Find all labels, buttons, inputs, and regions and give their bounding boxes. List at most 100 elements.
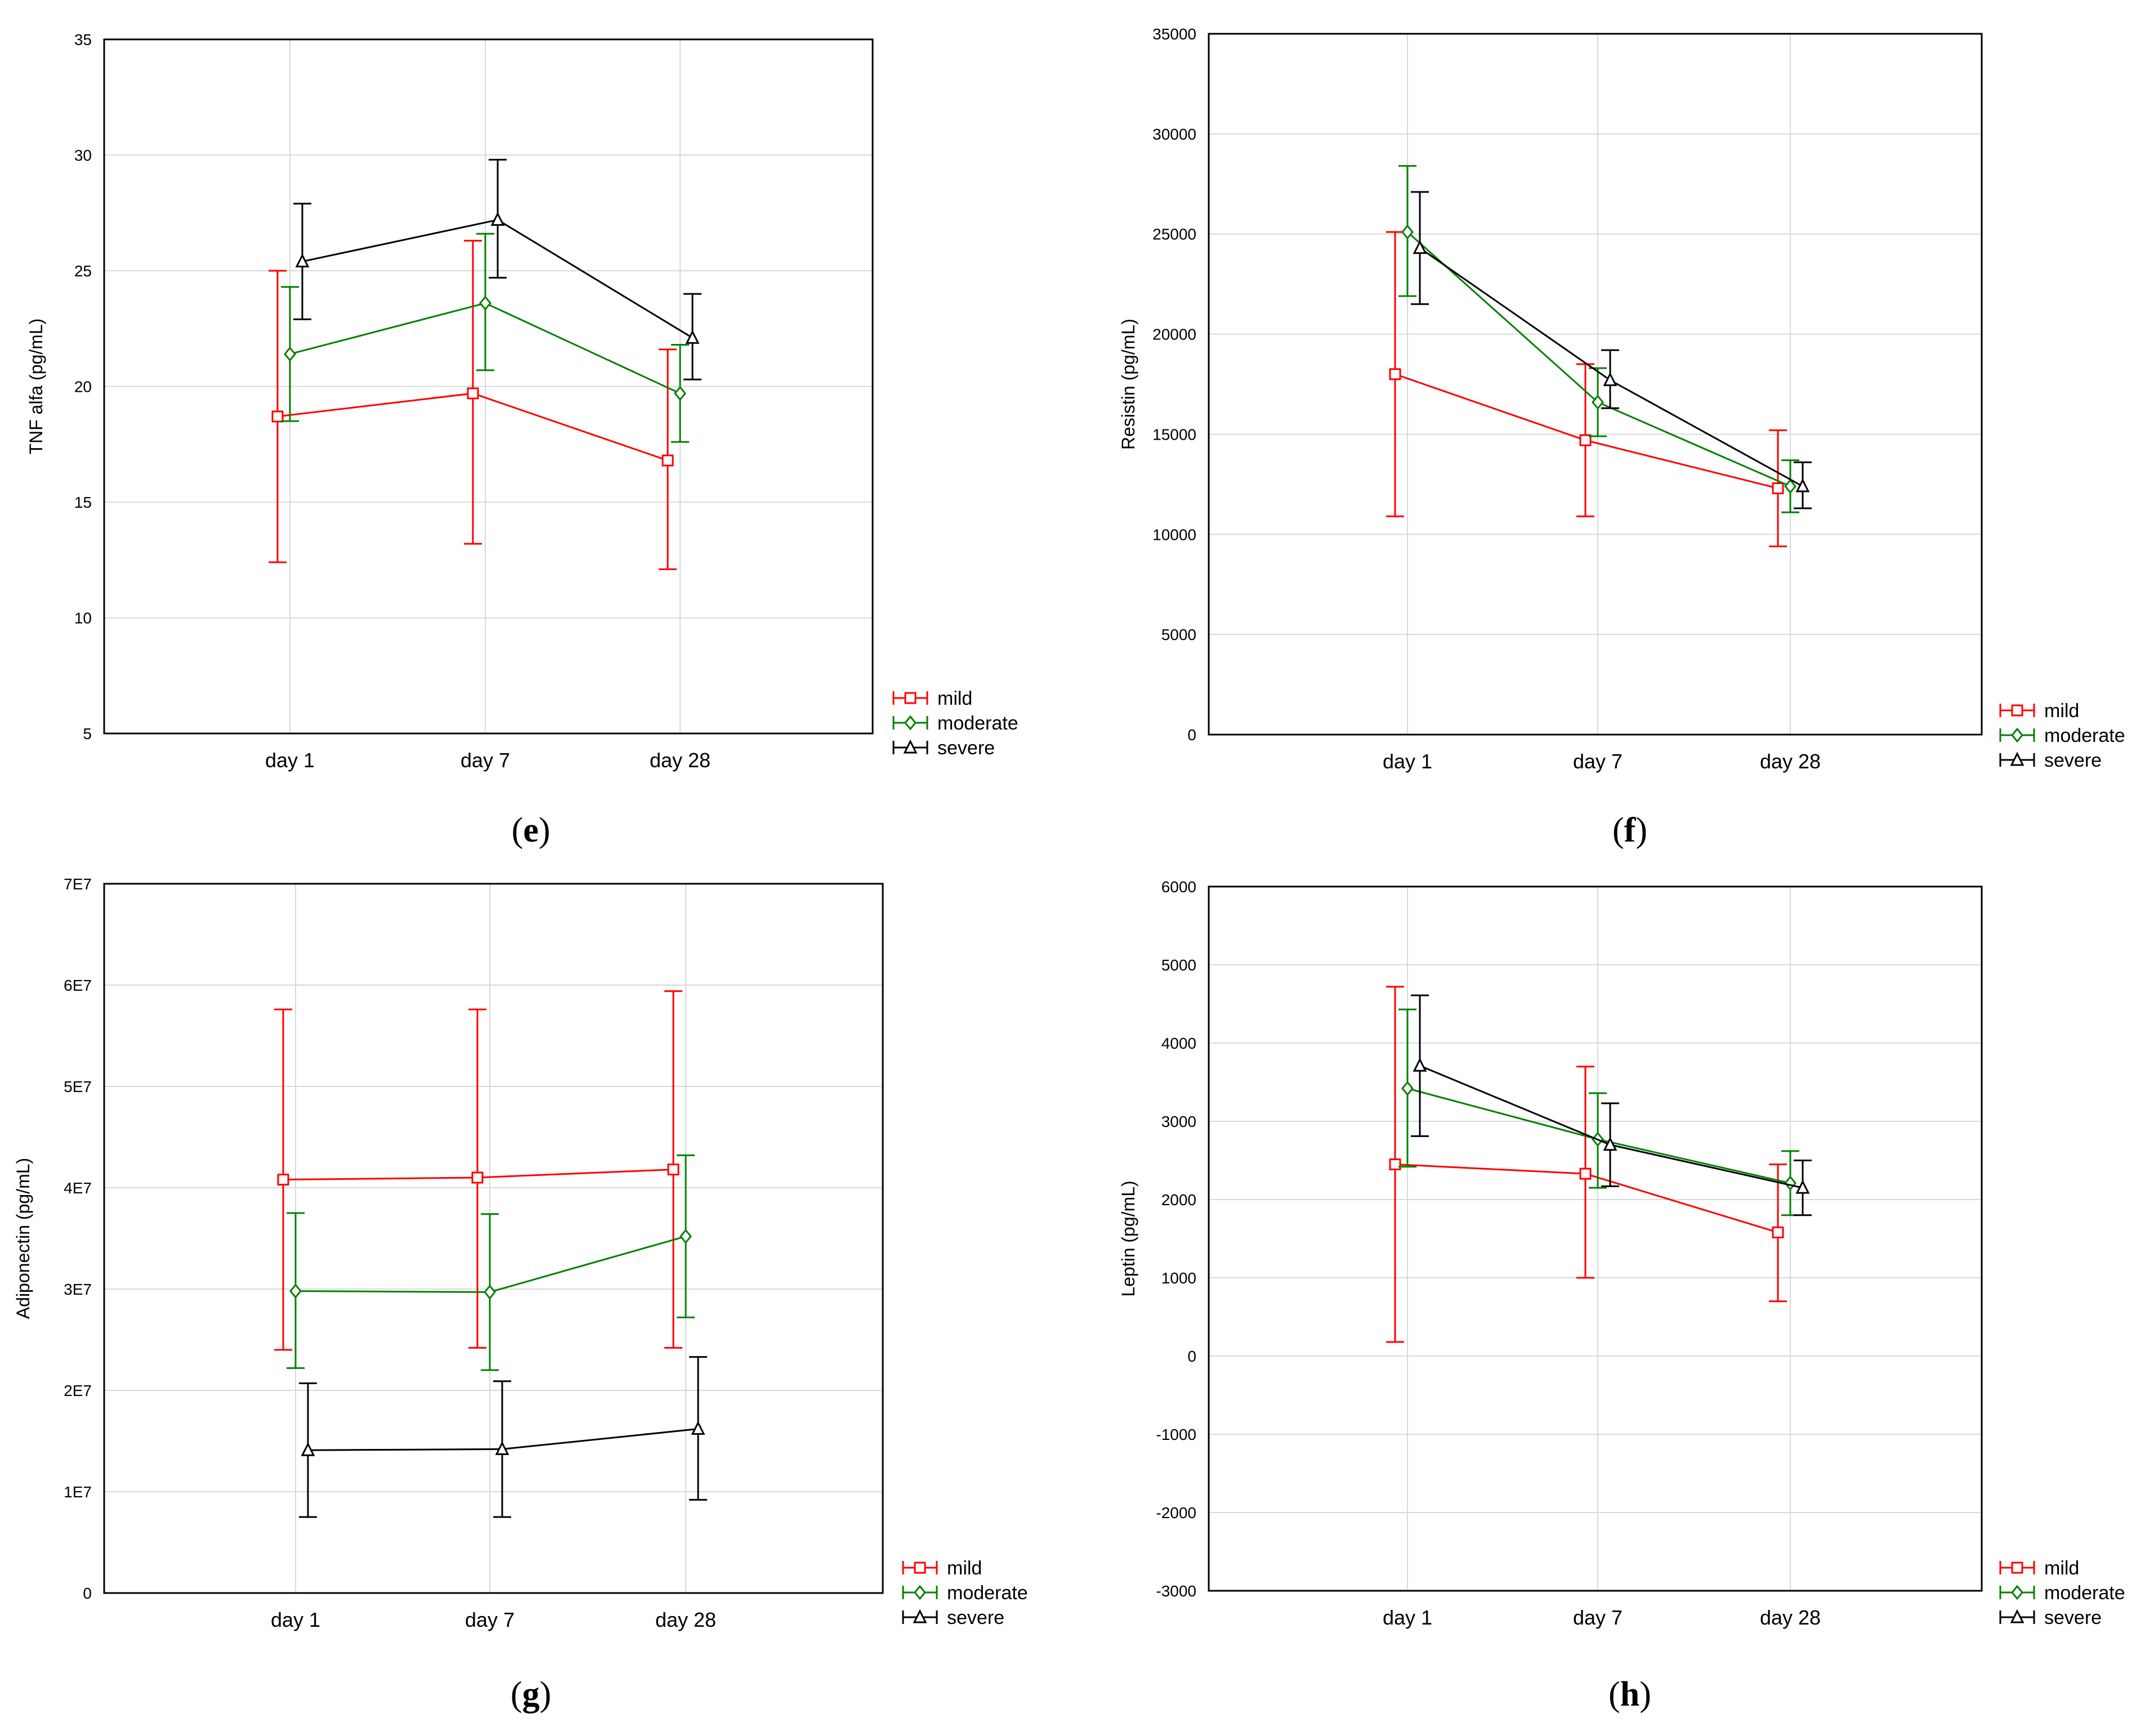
legend-marker	[913, 1609, 927, 1623]
data-point	[667, 1164, 680, 1176]
x-tick-label: day 1	[265, 749, 315, 772]
series-mild	[269, 240, 677, 570]
series-mild	[1386, 231, 1787, 548]
legend: mild moderate severe	[1999, 700, 2125, 771]
data-point	[662, 454, 674, 467]
y-tick-label: 0	[1187, 1348, 1196, 1365]
y-tick-label: 20000	[1152, 326, 1196, 343]
y-tick-label: 25000	[1152, 226, 1196, 243]
plot-frame	[103, 38, 874, 735]
chart-e: 5 10 15 20 25 30 35 day 1 day 7 day 28 TNF alfa (p…	[26, 31, 1018, 772]
plot-frame	[1208, 885, 1983, 1592]
y-tick-label: 30	[74, 147, 92, 164]
series-mild	[1386, 986, 1787, 1343]
panel-label-e: (e)	[511, 811, 551, 849]
data-point	[490, 212, 505, 226]
y-tick-label: 25	[74, 262, 92, 280]
legend: mild moderate severe	[902, 1558, 1028, 1628]
y-tick-label: 30000	[1152, 126, 1196, 143]
y-tick-label: -3000	[1156, 1582, 1196, 1600]
x-tick-label: day 7	[461, 749, 510, 772]
x-tick-label: day 28	[655, 1608, 716, 1631]
series-line	[1419, 1064, 1803, 1189]
data-point	[1413, 240, 1427, 254]
y-tick-label: 4000	[1161, 1035, 1196, 1052]
series-severe	[299, 1356, 707, 1518]
legend-marker	[2011, 704, 2023, 717]
data-point	[471, 1171, 484, 1184]
legend: mild moderate severe	[892, 688, 1018, 759]
y-tick-label: 35000	[1152, 25, 1196, 43]
y-tick-label: 5E7	[64, 1078, 92, 1095]
y-tick-label: 2000	[1161, 1191, 1196, 1209]
data-point	[1603, 372, 1617, 386]
data-point	[277, 1174, 289, 1186]
legend-marker	[2010, 1609, 2025, 1623]
y-tick-label: 10	[74, 610, 92, 627]
data-point	[284, 346, 296, 362]
x-tick-label: day 7	[465, 1608, 515, 1631]
y-tick-label: 6000	[1161, 878, 1196, 896]
x-tick-label: day 28	[650, 749, 710, 772]
series-severe	[1411, 994, 1812, 1216]
x-tick-label: day 1	[1383, 1606, 1432, 1629]
legend-marker	[914, 1561, 926, 1574]
y-tick-label: 15000	[1152, 426, 1196, 443]
y-tick-label: 1000	[1161, 1269, 1196, 1287]
chart-f: 0 5000 10000 15000 20000 25000 30000 35000 day 1…	[1118, 25, 2125, 773]
legend-label: severe	[2044, 750, 2102, 771]
legend-marker	[2011, 1585, 2023, 1600]
y-tick-label: 0	[83, 1585, 92, 1602]
series-moderate	[281, 232, 689, 443]
y-axis-label: TNF alfa (pg/mL)	[26, 319, 46, 455]
data-point	[1603, 1137, 1617, 1151]
legend-label: mild	[2044, 1558, 2079, 1579]
x-tick-label: day 7	[1573, 1606, 1623, 1629]
legend-label: mild	[937, 688, 972, 709]
chart-h: -3000 -2000 -1000 0 1000 2000 3000 4000 5000 6000…	[1118, 878, 2125, 1629]
x-tick-label: day 1	[271, 1608, 320, 1631]
data-point	[1579, 434, 1592, 446]
legend-marker	[2010, 751, 2025, 766]
data-point	[1784, 1175, 1797, 1191]
data-point	[1389, 1158, 1401, 1170]
series-line	[1419, 247, 1803, 487]
y-tick-label: 15	[74, 494, 92, 511]
x-tick-label: day 28	[1760, 750, 1821, 773]
legend-label: mild	[947, 1558, 982, 1579]
data-point	[301, 1442, 315, 1456]
data-point	[1579, 1167, 1592, 1180]
legend-marker	[2011, 1561, 2023, 1574]
y-tick-label: 2E7	[64, 1382, 92, 1399]
legend-label: severe	[2044, 1607, 2102, 1628]
plot-frame	[103, 883, 884, 1594]
y-axis-label: Adiponectin (pg/mL)	[13, 1158, 33, 1319]
y-axis-label: Resistin (pg/mL)	[1118, 319, 1138, 450]
y-tick-label: -2000	[1156, 1504, 1196, 1522]
data-point	[1401, 1081, 1414, 1096]
x-tick-label: day 7	[1573, 750, 1623, 773]
legend-label: severe	[947, 1607, 1004, 1628]
y-tick-label: 3000	[1161, 1113, 1196, 1130]
y-axis-label: Leptin (pg/mL)	[1118, 1180, 1138, 1296]
legend-label: moderate	[2044, 725, 2125, 746]
legend-label: moderate	[937, 713, 1018, 734]
data-point	[479, 296, 491, 311]
y-tick-label: 5000	[1161, 626, 1196, 643]
series-moderate	[287, 1154, 695, 1371]
series-moderate	[1398, 165, 1799, 513]
data-point	[1592, 395, 1604, 410]
data-point	[1772, 1226, 1784, 1238]
x-tick-label: day 1	[1383, 750, 1432, 773]
y-tick-label: 4E7	[64, 1179, 92, 1197]
y-tick-label: 5000	[1161, 956, 1196, 974]
y-tick-label: 20	[74, 378, 92, 396]
legend-marker	[914, 1585, 926, 1600]
legend-label: mild	[2044, 700, 2079, 722]
y-tick-label: 1E7	[64, 1483, 92, 1501]
y-tick-label: 7E7	[64, 875, 92, 893]
y-tick-label: -1000	[1156, 1426, 1196, 1443]
data-point	[484, 1285, 496, 1300]
y-tick-label: 0	[1187, 726, 1196, 744]
